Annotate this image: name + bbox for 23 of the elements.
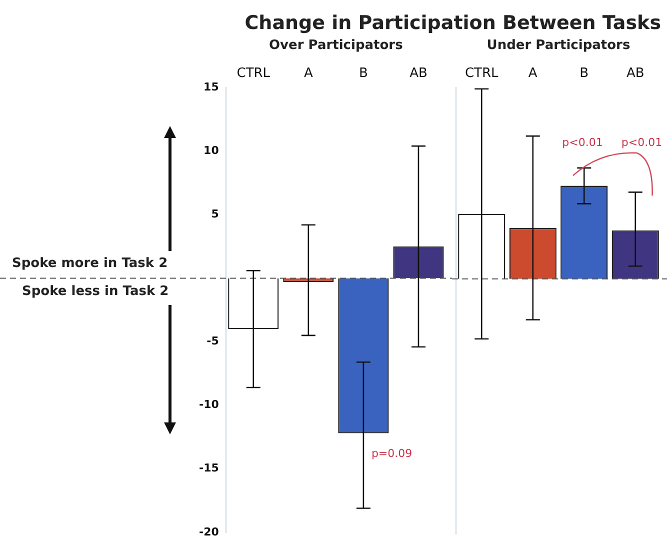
x-tick-label: A [304,66,313,82]
x-tick-label: AB [626,66,644,82]
y-tick-label: -15 [199,462,219,475]
annotation: p<0.01 [562,136,603,150]
x-tick-label: CTRL [236,66,271,82]
text: Spoke less in Task 2 [22,284,169,300]
y-tick-label: 10 [204,144,220,157]
y-tick-label: 15 [204,80,219,94]
text: Over Participators [268,38,404,53]
annotation: p=0.09 [371,447,412,460]
y-tick-label: -10 [199,398,220,412]
chart-title: Change in Participation Between Tasks [244,12,662,34]
text: Spoke more in Task 2 [12,256,168,272]
annotation: p<0.01 [621,136,662,150]
x-tick-label: CTRL [464,66,500,82]
text: Under Participators [486,38,632,53]
x-tick-label: A [528,66,538,82]
y-tick-label: -5 [206,334,219,348]
y-tick-label: -20 [199,525,220,538]
y-tick-label: 5 [211,208,219,221]
x-tick-label: B [358,66,368,82]
x-tick-label: AB [410,66,428,82]
x-tick-label: B [580,66,589,82]
